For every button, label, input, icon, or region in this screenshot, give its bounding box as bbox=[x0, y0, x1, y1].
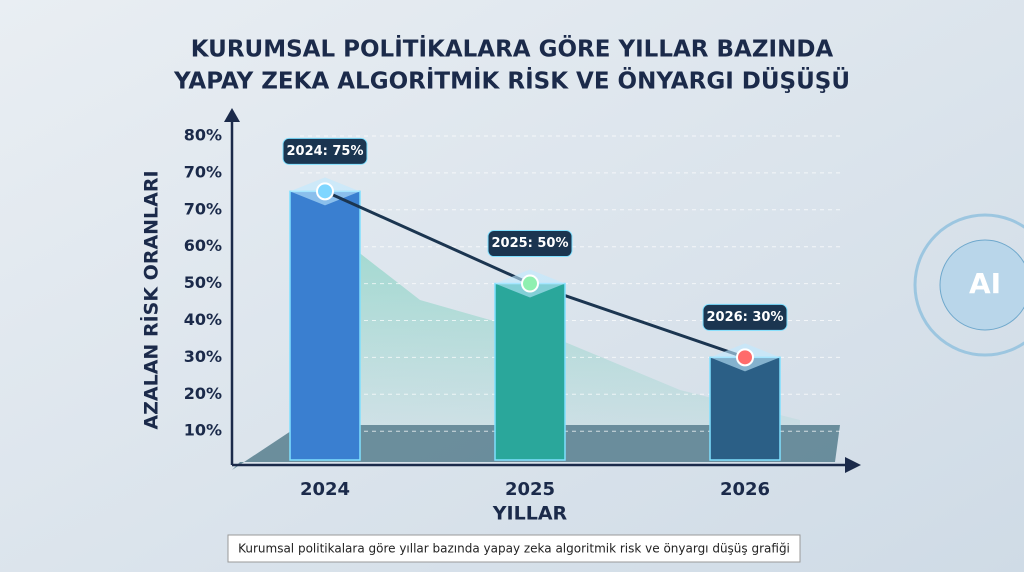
x-tick-label: 2024 bbox=[300, 479, 350, 500]
y-tick-label: 30% bbox=[184, 347, 222, 366]
y-tick-label: 70% bbox=[184, 162, 222, 181]
bar bbox=[494, 282, 566, 461]
y-tick-label: 70% bbox=[184, 199, 222, 218]
data-label: 2025: 50% bbox=[491, 236, 568, 251]
x-axis-title: YILLAR bbox=[492, 503, 568, 525]
title-line: KURUMSAL POLİTİKALARA GÖRE YILLAR BAZIND… bbox=[191, 35, 834, 63]
label-box bbox=[487, 230, 573, 258]
y-tick-label: 50% bbox=[184, 273, 222, 292]
ai-ring bbox=[913, 213, 1024, 357]
y-axis-title: AZALAN RİSK ORANLARI bbox=[139, 170, 163, 429]
point bbox=[316, 182, 334, 201]
point bbox=[736, 348, 754, 367]
x-arrow bbox=[845, 457, 861, 473]
y-tick-label: 20% bbox=[184, 384, 222, 403]
label-box bbox=[282, 137, 368, 165]
area-decoration bbox=[330, 230, 800, 425]
ai-badge: AI bbox=[969, 267, 1001, 300]
y-tick-label: 40% bbox=[184, 310, 222, 329]
x-tick-label: 2025 bbox=[505, 479, 555, 500]
data-label: 2026: 30% bbox=[706, 310, 783, 325]
label-box bbox=[702, 303, 788, 331]
y-tick-label: 80% bbox=[184, 126, 222, 145]
bar bbox=[709, 356, 781, 461]
bar bbox=[289, 190, 361, 461]
y-arrow bbox=[224, 108, 240, 122]
caption-box bbox=[227, 534, 801, 563]
point bbox=[521, 274, 539, 293]
title-line: YAPAY ZEKA ALGORİTMİK RİSK VE ÖNYARGI DÜ… bbox=[173, 67, 850, 95]
x-tick-label: 2026 bbox=[720, 479, 770, 500]
caption: Kurumsal politikalara göre yıllar bazınd… bbox=[238, 542, 790, 556]
y-tick-label: 60% bbox=[184, 236, 222, 255]
ai-core bbox=[939, 239, 1024, 331]
y-tick-label: 10% bbox=[184, 421, 222, 440]
data-label: 2024: 75% bbox=[286, 144, 363, 159]
